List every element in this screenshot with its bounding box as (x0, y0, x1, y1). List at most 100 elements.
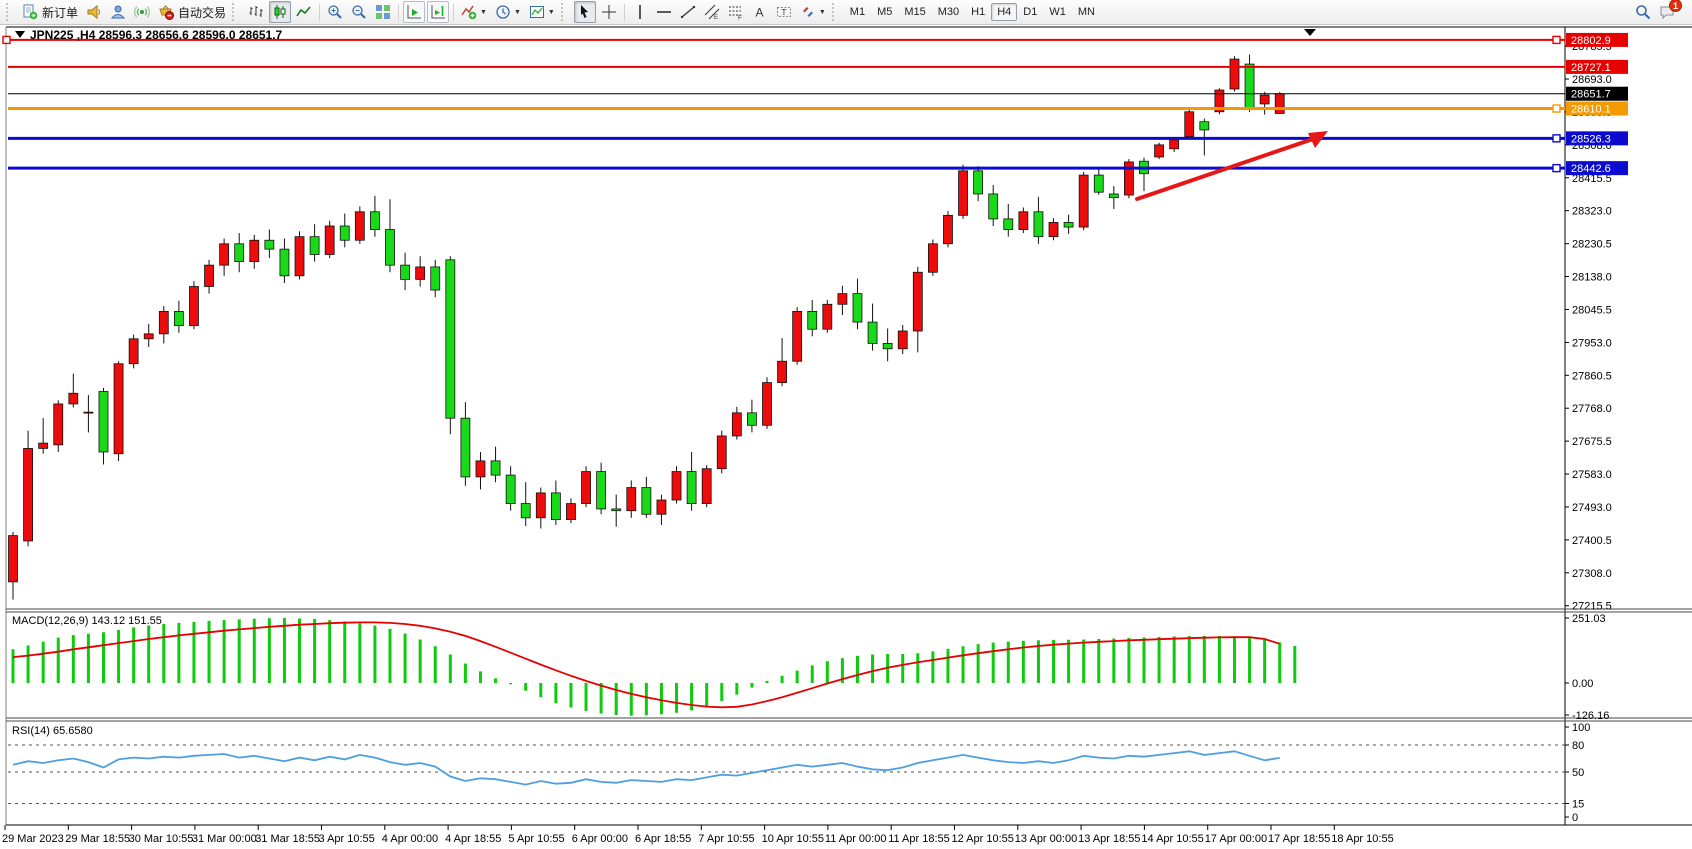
cursor-icon (577, 4, 593, 20)
time-tick-label: 13 Apr 00:00 (1015, 833, 1077, 845)
vertical-line-button[interactable] (629, 1, 651, 23)
price-tick-label: 27308.0 (1572, 568, 1612, 580)
arrows-button[interactable]: ▼ (797, 1, 829, 23)
line-chart-button[interactable] (293, 1, 315, 23)
chart-shift-button[interactable] (427, 1, 450, 23)
timeframe-m5-button[interactable]: M5 (877, 6, 893, 18)
svg-text:T: T (781, 8, 786, 17)
toolbar-separator (319, 3, 321, 21)
auto-trading-label: 自动交易 (178, 5, 227, 20)
time-tick-label: 17 Apr 18:55 (1268, 833, 1330, 845)
svg-text:E: E (714, 15, 718, 20)
rsi-pane-labels: RSI(14) 65.6580 100 80 50 150 (12, 722, 1590, 824)
auto-trading-button[interactable]: 自动交易 (155, 1, 229, 23)
tile-windows-button[interactable] (372, 1, 394, 23)
time-tick-label: 4 Apr 18:55 (445, 833, 501, 845)
time-tick-label: 11 Apr 18:55 (888, 833, 950, 845)
chart-canvas[interactable]: JPN225 ,H4 28596.3 28656.6 28596.0 28651… (0, 25, 1692, 848)
auto-scroll-button[interactable] (403, 1, 426, 23)
timeframe-m1-button[interactable]: M1 (849, 6, 866, 18)
profile-icon (110, 4, 126, 20)
price-tick-label: 27953.0 (1572, 337, 1612, 349)
timeframe-m30-button[interactable]: M30 (937, 6, 960, 18)
timeframe-h4-button[interactable]: H4 (991, 3, 1018, 21)
new-order-button[interactable]: 新订单 (19, 1, 81, 23)
svg-text:A: A (755, 6, 763, 20)
zoom-in-button[interactable] (324, 1, 346, 23)
time-tick-label: 14 Apr 10:55 (1141, 833, 1203, 845)
candlestick-chart-icon (272, 4, 288, 20)
periods-button[interactable]: ▼ (492, 1, 524, 23)
symbol-menu-arrow-icon (15, 31, 25, 38)
notifications-button[interactable]: 1 (1656, 0, 1682, 23)
resistance-line-1-handle[interactable] (1552, 35, 1561, 45)
fibonacci-icon: F (728, 4, 744, 20)
price-tag-label: 28442.6 (1571, 163, 1611, 175)
price-tick-label: 28323.0 (1572, 206, 1612, 218)
market-watch-signal-button[interactable] (131, 1, 153, 23)
text-button[interactable]: A (749, 1, 771, 23)
auto-scroll-icon (406, 4, 422, 20)
time-tick-label: 11 Apr 00:00 (825, 833, 887, 845)
chart-title-group: JPN225 ,H4 28596.3 28656.6 28596.0 28651… (15, 28, 283, 42)
indicators-dropdown-arrow-icon[interactable]: ▼ (480, 8, 487, 16)
timeframe-m15-button[interactable]: M15 (904, 6, 926, 18)
templates-dropdown-arrow-icon[interactable]: ▼ (547, 8, 555, 16)
bar-chart-button[interactable] (245, 1, 267, 23)
timeframe-d1-button[interactable]: D1 (1023, 6, 1038, 18)
trendline-button[interactable] (677, 1, 699, 23)
time-tick-label: 31 Mar 18:55 (255, 833, 320, 845)
time-tick-label: 6 Apr 18:55 (635, 833, 691, 845)
line-chart-icon (296, 4, 312, 20)
resistance-line-1-handle[interactable] (2, 35, 11, 45)
rsi-tick-label: 50 (1572, 767, 1584, 779)
search-button[interactable] (1632, 1, 1654, 23)
zoom-in-icon (327, 4, 343, 20)
market-watch-signal-icon (134, 4, 151, 20)
support-line-1-handle[interactable] (1552, 134, 1561, 143)
equidistant-channel-button[interactable]: E (701, 1, 723, 23)
text-label-button[interactable]: T (773, 1, 795, 23)
toolbar-grip (6, 3, 14, 21)
time-tick-label: 7 Apr 10:55 (698, 833, 754, 845)
cursor-button[interactable] (573, 1, 596, 23)
candlestick-chart-button[interactable] (269, 1, 292, 23)
toolbar-grip (560, 3, 569, 21)
horizontal-line-button[interactable] (653, 1, 675, 23)
new-order-icon (22, 4, 38, 20)
templates-icon (529, 4, 545, 20)
alert-sound-button[interactable] (83, 1, 105, 23)
periods-dropdown-arrow-icon[interactable]: ▼ (513, 8, 521, 16)
trend-arrow[interactable] (1135, 131, 1328, 201)
indicators-button[interactable]: ▼ (458, 1, 490, 23)
time-tick-label: 29 Mar 18:55 (65, 833, 130, 845)
rsi-tick-label: 100 (1572, 722, 1590, 734)
search-icon (1635, 4, 1651, 20)
tile-windows-icon (375, 4, 391, 20)
toolbar-separator (398, 3, 400, 21)
alert-sound-icon (86, 4, 102, 20)
timeframe-h1-button[interactable]: H1 (971, 6, 986, 18)
rsi-line (12, 750, 1280, 786)
profile-button[interactable] (107, 1, 129, 23)
price-axis: 28785.528693.028600.528508.028415.528323… (1565, 41, 1612, 613)
price-tag-label: 28651.7 (1571, 89, 1611, 101)
crosshair-icon (601, 4, 617, 20)
fibonacci-button[interactable]: F (725, 1, 747, 23)
time-tick-label: 3 Apr 10:55 (319, 833, 375, 845)
orange-level-line-handle[interactable] (1552, 104, 1561, 113)
crosshair-button[interactable] (598, 1, 620, 23)
support-line-2-handle[interactable] (1552, 163, 1561, 173)
new-order-label: 新订单 (42, 5, 79, 20)
chart-window[interactable]: JPN225 ,H4 28596.3 28656.6 28596.0 28651… (0, 25, 1692, 848)
timeframe-w1-button[interactable]: W1 (1049, 6, 1066, 18)
time-tick-label: 12 Apr 10:55 (952, 833, 1014, 845)
time-tick-label: 29 Mar 2023 (2, 833, 64, 845)
time-tick-label: 31 Mar 00:00 (192, 833, 257, 845)
timeframe-mn-button[interactable]: MN (1077, 6, 1095, 18)
zoom-out-button[interactable] (348, 1, 370, 23)
templates-button[interactable]: ▼ (526, 1, 558, 23)
arrows-dropdown-arrow-icon[interactable]: ▼ (818, 8, 826, 16)
text-label-icon: T (776, 4, 792, 20)
